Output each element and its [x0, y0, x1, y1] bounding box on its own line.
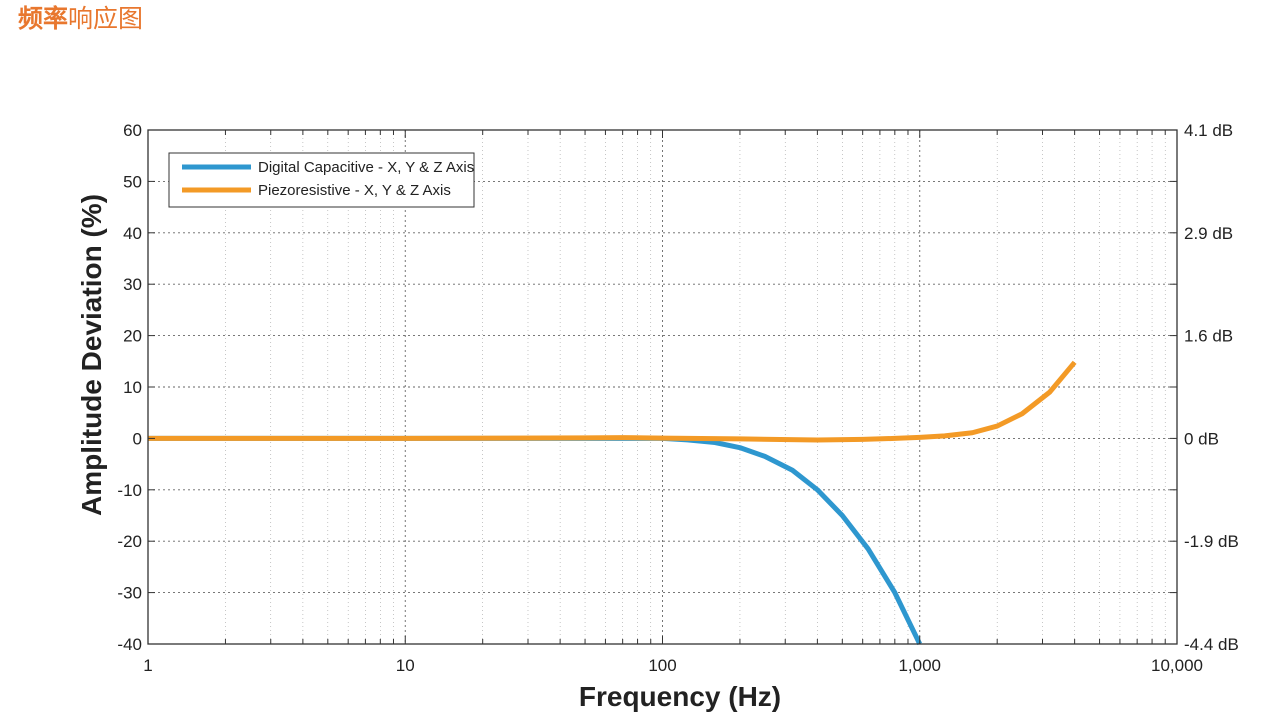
x-tick-label: 100 [648, 656, 676, 675]
y-tick-label: -40 [117, 635, 142, 654]
y-tick-label: 50 [123, 172, 142, 191]
right-axis-label: -1.9 dB [1184, 532, 1239, 551]
x-tick-label: 1,000 [898, 656, 941, 675]
right-axis-label: 1.6 dB [1184, 327, 1233, 346]
series-lines [148, 360, 1077, 646]
right-axis-label: 4.1 dB [1184, 121, 1233, 140]
page-heading-bold: 频率 [18, 4, 69, 33]
x-tick-label: 1 [143, 656, 152, 675]
x-tick-label: 10 [396, 656, 415, 675]
page-heading-rest: 响应图 [68, 4, 144, 33]
x-tick-label: 10,000 [1151, 656, 1203, 675]
y-tick-label: 60 [123, 121, 142, 140]
legend: Digital Capacitive - X, Y & Z Axis Piezo… [168, 152, 475, 208]
y-tick-label: 20 [123, 327, 142, 346]
y-tick-label: 10 [123, 378, 142, 397]
x-axis-title: Frequency (Hz) [579, 681, 781, 712]
y-tick-label: 30 [123, 275, 142, 294]
y-tick-label: 0 [133, 429, 142, 448]
y-tick-label: -10 [117, 481, 142, 500]
y-tick-label: -30 [117, 584, 142, 603]
right-axis-label: 2.9 dB [1184, 224, 1233, 243]
right-axis-label: -4.4 dB [1184, 635, 1239, 654]
legend-box [168, 152, 475, 208]
axis-ticks [147, 129, 1177, 645]
legend-label-piezoresistive: Piezoresistive - X, Y & Z Axis [258, 182, 451, 199]
y-axis-title: Amplitude Deviation (%) [76, 194, 107, 516]
page-heading: 频率响应图 [18, 2, 143, 36]
y-tick-label: 40 [123, 224, 142, 243]
series-line-piezoresistive [148, 360, 1077, 443]
right-axis-label: 0 dB [1184, 429, 1219, 448]
tick-labels: -40 -30 -20 -10 0 10 20 30 40 50 60 1 10 100 1,000 10,0… [117, 121, 1238, 675]
y-tick-label: -20 [117, 532, 142, 551]
legend-label-digital-capacitive: Digital Capacitive - X, Y & Z Axis [258, 159, 474, 176]
